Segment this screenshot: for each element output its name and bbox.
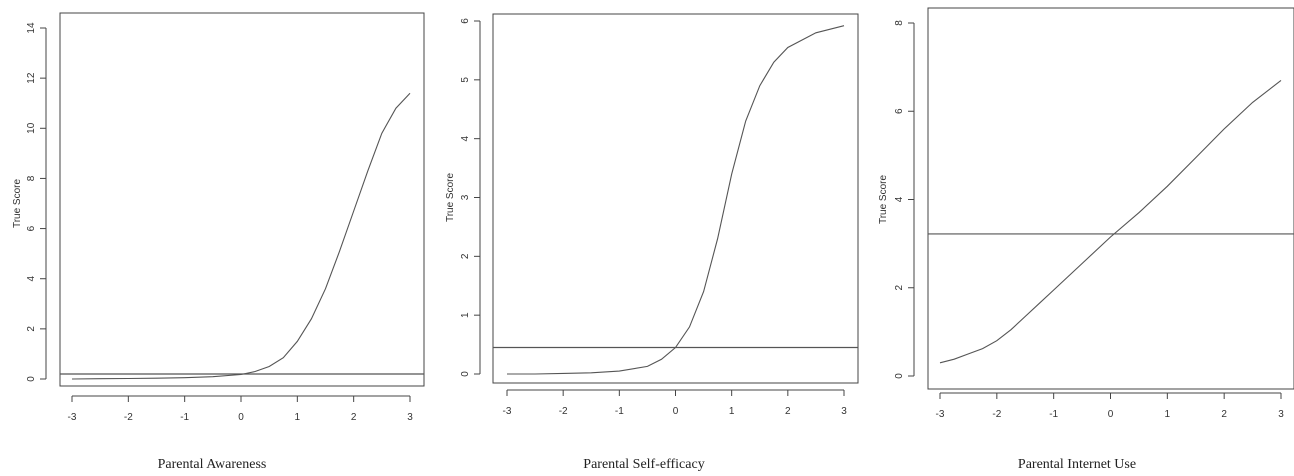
x-tick-label: 3 [841, 406, 847, 417]
series-line [71, 92, 411, 380]
plot-frame [927, 7, 1294, 390]
y-tick-label: 5 [460, 77, 471, 83]
x-tick-label: -2 [124, 412, 133, 423]
x-tick-label: -2 [992, 409, 1001, 420]
x-tick-label: 2 [1221, 409, 1227, 420]
y-tick-label: 3 [460, 194, 471, 200]
x-tick-label: 0 [1108, 409, 1114, 420]
x-tick-label: -1 [615, 406, 624, 417]
panel-caption: Parental Awareness [158, 457, 267, 472]
y-tick-label: 4 [460, 135, 471, 141]
x-tick-label: 0 [673, 406, 679, 417]
x-tick-label: 1 [295, 412, 301, 423]
y-tick-label: 2 [26, 326, 37, 332]
x-tick-label: -3 [936, 409, 945, 420]
series-line [939, 79, 1282, 364]
y-axis-label: True Score [878, 175, 889, 225]
y-tick-label: 0 [26, 376, 37, 382]
plot-frame [59, 12, 425, 387]
x-tick-label: 1 [729, 406, 735, 417]
x-tick-label: 0 [238, 412, 244, 423]
x-tick-label: -2 [559, 406, 568, 417]
x-tick-label: 2 [351, 412, 357, 423]
y-tick-label: 8 [894, 20, 905, 26]
panel-parental-internet-use: -3 -2 -1 0 1 2 3 0 2 4 6 8 True Score Parental Intern… [878, 7, 1294, 472]
y-tick-label: 12 [26, 72, 37, 84]
y-tick-label: 2 [894, 285, 905, 291]
y-axis-label: True Score [12, 179, 23, 229]
plot-frame [492, 13, 859, 384]
y-tick-label: 6 [460, 18, 471, 24]
y-tick-label: 8 [26, 175, 37, 181]
panel-caption: Parental Internet Use [1018, 457, 1136, 472]
y-tick-label: 2 [460, 253, 471, 259]
y-tick-label: 4 [894, 196, 905, 202]
y-tick-label: 14 [26, 22, 37, 34]
series-line [507, 25, 845, 375]
x-tick-label: 3 [1278, 409, 1284, 420]
x-tick-label: -3 [68, 412, 77, 423]
y-tick-label: 0 [460, 371, 471, 377]
y-axis-label: True Score [445, 173, 456, 223]
x-tick-label: -1 [1049, 409, 1058, 420]
y-tick-label: 6 [26, 225, 37, 231]
x-tick-label: 3 [407, 412, 413, 423]
y-tick-label: 6 [894, 108, 905, 114]
y-tick-label: 1 [460, 312, 471, 318]
x-tick-label: 1 [1165, 409, 1171, 420]
y-tick-label: 4 [26, 275, 37, 281]
x-tick-label: 2 [785, 406, 791, 417]
y-tick-label: 10 [26, 122, 37, 134]
panel-caption: Parental Self-efficacy [583, 457, 704, 472]
x-tick-label: -3 [503, 406, 512, 417]
y-tick-label: 0 [894, 373, 905, 379]
panel-parental-self-efficacy: -3 -2 -1 0 1 2 3 0 1 2 3 4 5 6 True Score Parental Self… [445, 13, 859, 472]
x-tick-label: -1 [180, 412, 189, 423]
